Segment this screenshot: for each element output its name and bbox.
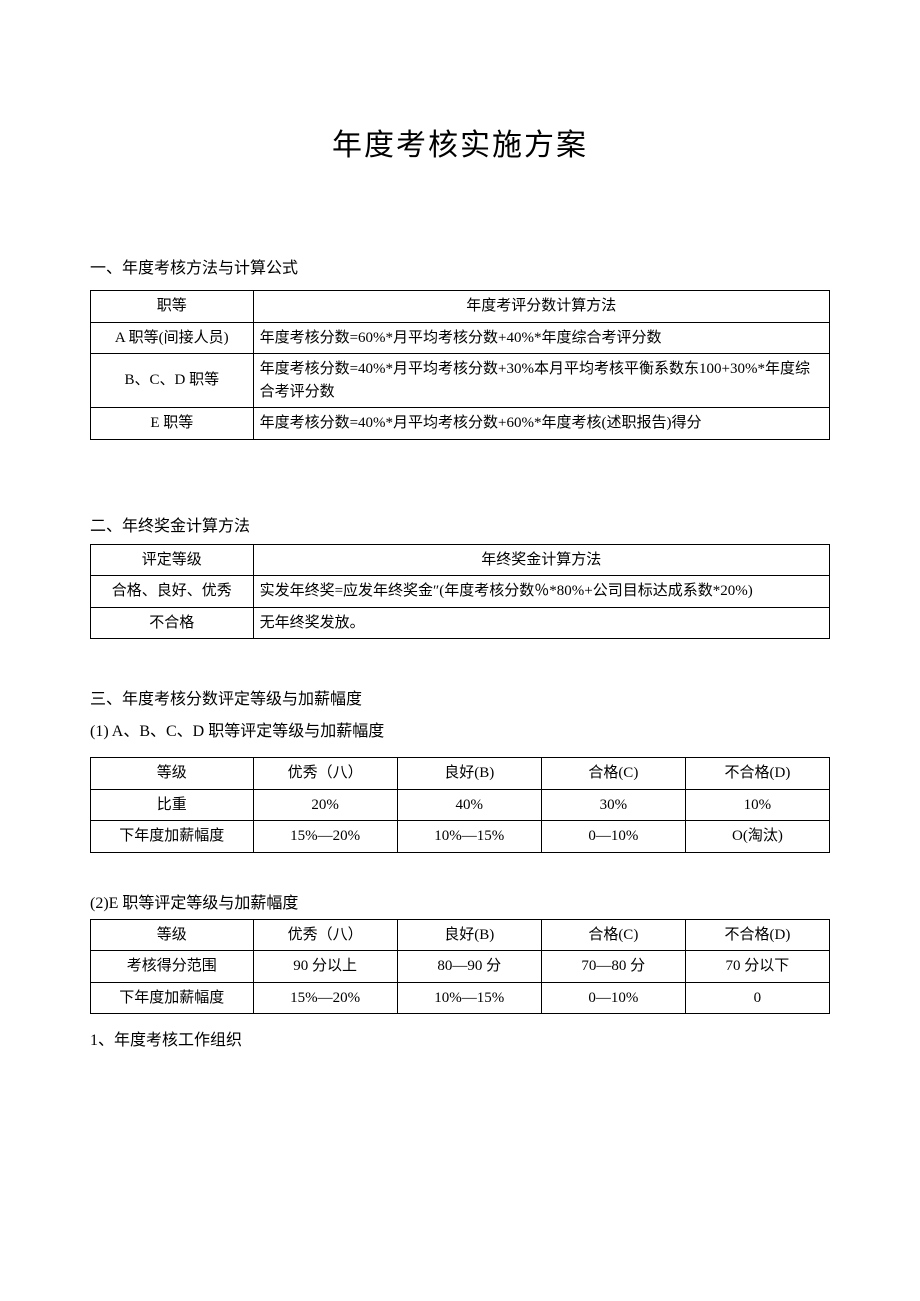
table-assessment-method: 职等 年度考评分数计算方法 A 职等(间接人员) 年度考核分数=60%*月平均考… (90, 290, 830, 440)
table-cell: 30% (541, 789, 685, 821)
table-bonus-method: 评定等级 年终奖金计算方法 合格、良好、优秀 实发年终奖=应发年终奖金″(年度考… (90, 544, 830, 640)
table-cell: 年度考核分数=40%*月平均考核分数+30%本月平均考核平衡系数东100+30%… (253, 354, 829, 408)
table-cell: 等级 (91, 758, 254, 790)
table-cell: 无年终奖发放。 (253, 607, 829, 639)
table-cell: 0 (685, 982, 829, 1014)
table-cell: 下年度加薪幅度 (91, 821, 254, 853)
table-header-cell: 职等 (91, 291, 254, 323)
table-row: B、C、D 职等 年度考核分数=40%*月平均考核分数+30%本月平均考核平衡系… (91, 354, 830, 408)
table-cell: 良好(B) (397, 758, 541, 790)
table-cell: 70 分以下 (685, 951, 829, 983)
section3-note: 1、年度考核工作组织 (90, 1026, 830, 1050)
table-cell: 10%—15% (397, 982, 541, 1014)
table-cell: 20% (253, 789, 397, 821)
table-cell: B、C、D 职等 (91, 354, 254, 408)
table-row: A 职等(间接人员) 年度考核分数=60%*月平均考核分数+40%*年度综合考评… (91, 322, 830, 354)
table-row: 职等 年度考评分数计算方法 (91, 291, 830, 323)
section3-sub1-heading: (1) A、B、C、D 职等评定等级与加薪幅度 (90, 717, 830, 741)
table-cell: 合格、良好、优秀 (91, 576, 254, 608)
table-cell: 合格(C) (541, 758, 685, 790)
table-cell: 考核得分范围 (91, 951, 254, 983)
table-cell: O(淘汰) (685, 821, 829, 853)
table-row: 不合格 无年终奖发放。 (91, 607, 830, 639)
table-row: 考核得分范围 90 分以上 80—90 分 70—80 分 70 分以下 (91, 951, 830, 983)
table-cell: 15%—20% (253, 821, 397, 853)
table-e-grades: 等级 优秀（八） 良好(B) 合格(C) 不合格(D) 考核得分范围 90 分以… (90, 919, 830, 1015)
table-row: 合格、良好、优秀 实发年终奖=应发年终奖金″(年度考核分数％*80%+公司目标达… (91, 576, 830, 608)
table-cell: 下年度加薪幅度 (91, 982, 254, 1014)
table-row: 比重 20% 40% 30% 10% (91, 789, 830, 821)
table-cell: 70—80 分 (541, 951, 685, 983)
table-header-cell: 年度考评分数计算方法 (253, 291, 829, 323)
table-cell: 年度考核分数=60%*月平均考核分数+40%*年度综合考评分数 (253, 322, 829, 354)
section3-heading: 三、年度考核分数评定等级与加薪幅度 (90, 685, 830, 709)
table-cell: 0—10% (541, 982, 685, 1014)
table-abcd-grades: 等级 优秀（八） 良好(B) 合格(C) 不合格(D) 比重 20% 40% 3… (90, 757, 830, 853)
table-row: 下年度加薪幅度 15%—20% 10%—15% 0—10% 0 (91, 982, 830, 1014)
table-cell: 0—10% (541, 821, 685, 853)
table-row: 评定等级 年终奖金计算方法 (91, 544, 830, 576)
table-row: 等级 优秀（八） 良好(B) 合格(C) 不合格(D) (91, 758, 830, 790)
table-cell: 15%—20% (253, 982, 397, 1014)
table-header-cell: 评定等级 (91, 544, 254, 576)
table-row: 等级 优秀（八） 良好(B) 合格(C) 不合格(D) (91, 919, 830, 951)
table-cell: 优秀（八） (253, 919, 397, 951)
table-row: 下年度加薪幅度 15%—20% 10%—15% 0—10% O(淘汰) (91, 821, 830, 853)
table-header-cell: 年终奖金计算方法 (253, 544, 829, 576)
table-cell: 90 分以上 (253, 951, 397, 983)
table-row: E 职等 年度考核分数=40%*月平均考核分数+60%*年度考核(述职报告)得分 (91, 408, 830, 440)
table-cell: 良好(B) (397, 919, 541, 951)
table-cell: 10%—15% (397, 821, 541, 853)
section2-heading: 二、年终奖金计算方法 (90, 512, 830, 536)
table-cell: 不合格(D) (685, 758, 829, 790)
table-cell: 优秀（八） (253, 758, 397, 790)
table-cell: 年度考核分数=40%*月平均考核分数+60%*年度考核(述职报告)得分 (253, 408, 829, 440)
table-cell: A 职等(间接人员) (91, 322, 254, 354)
table-cell: 10% (685, 789, 829, 821)
table-cell: 不合格(D) (685, 919, 829, 951)
section3-sub2-heading: (2)E 职等评定等级与加薪幅度 (90, 889, 830, 913)
table-cell: 等级 (91, 919, 254, 951)
table-cell: E 职等 (91, 408, 254, 440)
table-cell: 40% (397, 789, 541, 821)
table-cell: 不合格 (91, 607, 254, 639)
table-cell: 合格(C) (541, 919, 685, 951)
table-cell: 比重 (91, 789, 254, 821)
table-cell: 80—90 分 (397, 951, 541, 983)
table-cell: 实发年终奖=应发年终奖金″(年度考核分数％*80%+公司目标达成系数*20%) (253, 576, 829, 608)
section1-heading: 一、年度考核方法与计算公式 (90, 254, 830, 278)
document-title: 年度考核实施方案 (90, 120, 830, 164)
